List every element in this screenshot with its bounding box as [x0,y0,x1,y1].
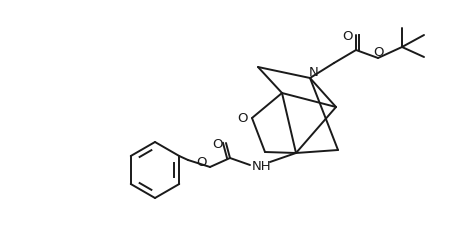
Text: O: O [342,30,353,42]
Text: N: N [308,67,318,80]
Text: O: O [196,156,207,169]
Text: O: O [212,138,223,151]
Text: O: O [237,111,248,125]
Text: NH: NH [252,160,271,173]
Text: O: O [373,46,383,59]
